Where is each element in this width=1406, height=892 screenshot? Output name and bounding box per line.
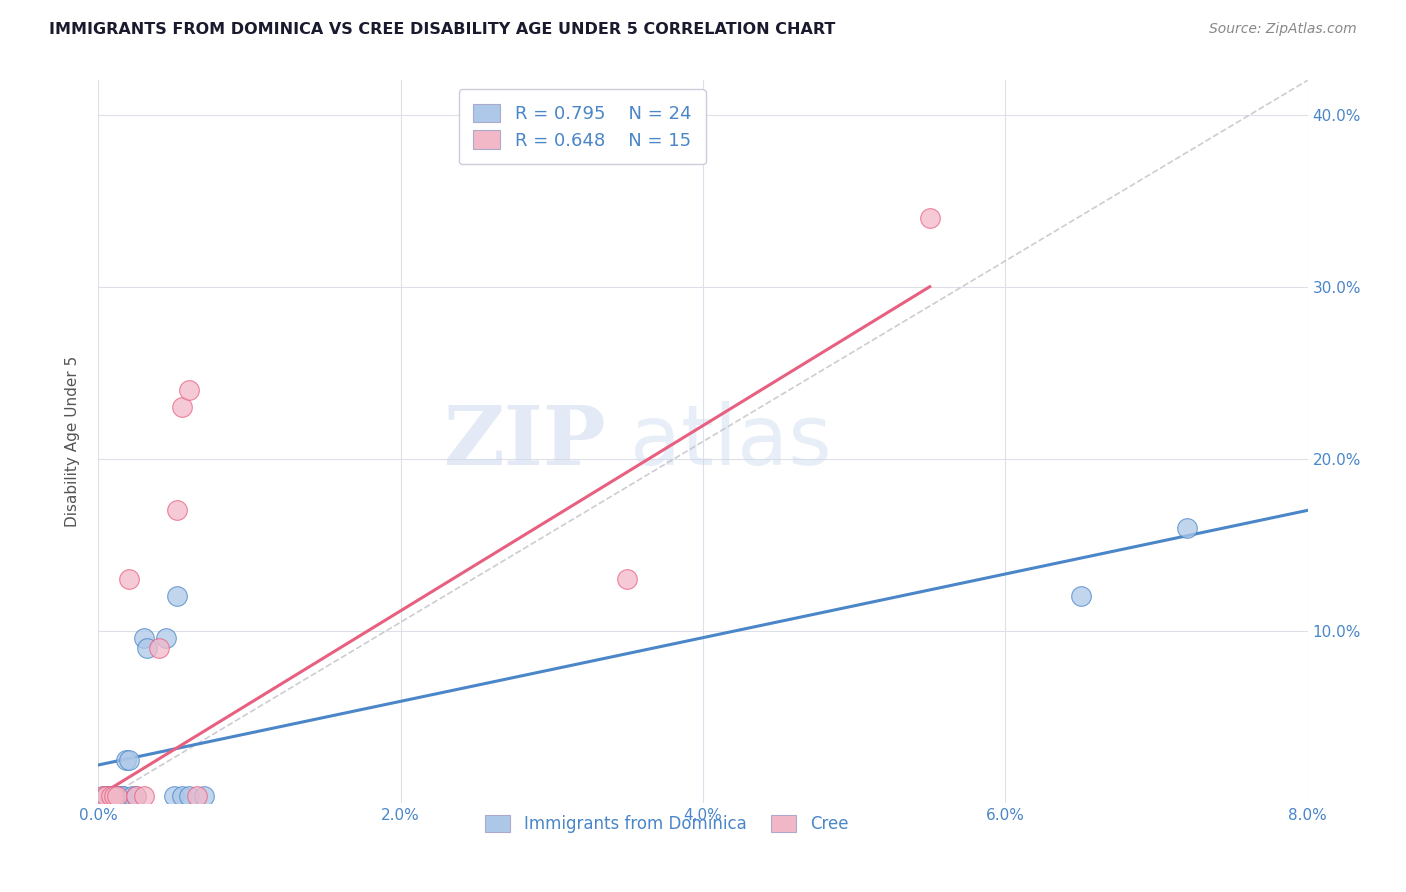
Point	[125, 789, 148, 803]
Point	[132, 631, 155, 645]
Point	[166, 590, 188, 604]
Point	[170, 400, 193, 414]
Text: IMMIGRANTS FROM DOMINICA VS CREE DISABILITY AGE UNDER 5 CORRELATION CHART: IMMIGRANTS FROM DOMINICA VS CREE DISABIL…	[49, 22, 835, 37]
Text: atlas: atlas	[630, 401, 832, 482]
Point	[155, 631, 177, 645]
Point	[163, 789, 186, 803]
Point	[616, 572, 638, 586]
Point	[114, 753, 136, 767]
Point	[148, 640, 170, 655]
Point	[135, 640, 157, 655]
Point	[91, 789, 114, 803]
Point	[105, 789, 128, 803]
Point	[96, 789, 118, 803]
Point	[179, 383, 201, 397]
Point	[110, 789, 132, 803]
Point	[179, 789, 201, 803]
Point	[94, 789, 117, 803]
Point	[125, 789, 148, 803]
Point	[107, 789, 129, 803]
Legend: Immigrants from Dominica, Cree: Immigrants from Dominica, Cree	[474, 804, 860, 845]
Point	[94, 789, 117, 803]
Point	[166, 503, 188, 517]
Point	[94, 789, 117, 803]
Point	[100, 789, 122, 803]
Point	[193, 789, 215, 803]
Point	[1175, 520, 1198, 534]
Point	[121, 789, 143, 803]
Text: Source: ZipAtlas.com: Source: ZipAtlas.com	[1209, 22, 1357, 37]
Text: ZIP: ZIP	[444, 401, 606, 482]
Y-axis label: Disability Age Under 5: Disability Age Under 5	[65, 356, 80, 527]
Point	[170, 789, 193, 803]
Point	[103, 789, 125, 803]
Point	[103, 789, 125, 803]
Point	[118, 572, 141, 586]
Point	[918, 211, 941, 225]
Point	[105, 789, 128, 803]
Point	[91, 789, 114, 803]
Point	[118, 753, 141, 767]
Point	[100, 789, 122, 803]
Point	[111, 789, 134, 803]
Point	[186, 789, 208, 803]
Point	[132, 789, 155, 803]
Point	[1070, 590, 1092, 604]
